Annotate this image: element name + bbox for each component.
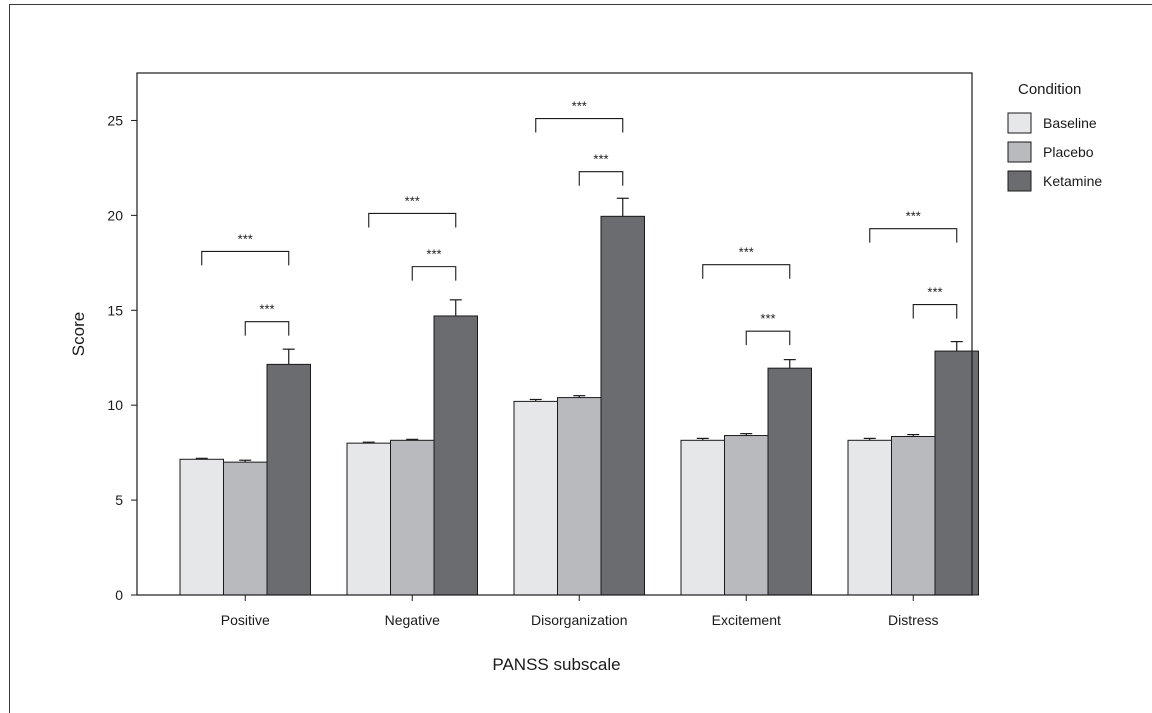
significance-label: *** bbox=[760, 311, 775, 326]
significance-label: *** bbox=[593, 152, 608, 167]
bar bbox=[891, 436, 936, 596]
legend-title: Condition bbox=[1018, 81, 1081, 98]
significance-label: *** bbox=[426, 247, 441, 262]
legend-label: Ketamine bbox=[1043, 173, 1102, 189]
significance-bracket bbox=[535, 118, 624, 133]
significance-bracket bbox=[411, 266, 457, 281]
bar bbox=[847, 439, 892, 596]
significance-label: *** bbox=[927, 285, 942, 300]
plot-area-frame bbox=[136, 72, 973, 596]
significance-label: *** bbox=[238, 231, 253, 246]
y-tick-label: 5 bbox=[115, 492, 123, 508]
significance-label: *** bbox=[906, 209, 921, 224]
bar bbox=[767, 367, 812, 596]
significance-bracket bbox=[912, 304, 958, 319]
bar bbox=[266, 363, 311, 596]
significance-bracket bbox=[368, 212, 457, 228]
legend-swatch bbox=[1007, 170, 1032, 192]
bar bbox=[724, 435, 769, 596]
y-tick-label: 0 bbox=[115, 587, 123, 603]
y-tick-label: 15 bbox=[107, 302, 123, 318]
significance-label: *** bbox=[572, 99, 587, 114]
legend-swatch bbox=[1007, 112, 1032, 134]
significance-bracket bbox=[578, 171, 624, 186]
axes-layer: 0 5 10 15 20 25 Positive Negative Disorganizatio… bbox=[107, 112, 938, 628]
legend: Condition Baseline Placebo Ketamine bbox=[1007, 81, 1102, 192]
bar bbox=[223, 461, 268, 596]
y-tick-label: 20 bbox=[107, 207, 123, 223]
x-tick-label: Disorganization bbox=[531, 612, 628, 628]
bar bbox=[557, 397, 602, 596]
significance-label: *** bbox=[405, 193, 420, 208]
significance-bracket bbox=[244, 321, 290, 336]
bar bbox=[390, 439, 435, 596]
significance-bracket bbox=[869, 228, 958, 243]
significance-bracket bbox=[745, 330, 791, 346]
bar bbox=[513, 400, 558, 596]
bar bbox=[179, 458, 224, 596]
bars-layer bbox=[179, 215, 979, 596]
bar bbox=[600, 215, 645, 596]
y-tick-label: 25 bbox=[107, 112, 123, 128]
figure-frame bbox=[9, 4, 1152, 713]
x-axis-label: PANSS subscale bbox=[492, 655, 620, 674]
significance-layer: *** *** *** *** *** *** *** *** *** *** bbox=[201, 99, 958, 346]
x-tick-label: Excitement bbox=[712, 612, 781, 628]
legend-label: Baseline bbox=[1043, 115, 1097, 131]
legend-swatch bbox=[1007, 141, 1032, 163]
significance-label: *** bbox=[259, 302, 274, 317]
significance-label: *** bbox=[739, 245, 754, 260]
y-tick-label: 10 bbox=[107, 397, 123, 413]
legend-label: Placebo bbox=[1043, 144, 1094, 160]
x-tick-label: Distress bbox=[888, 612, 939, 628]
x-tick-label: Negative bbox=[385, 612, 440, 628]
error-bars-layer bbox=[195, 197, 963, 463]
bar bbox=[346, 442, 391, 596]
y-axis-label: Score bbox=[69, 312, 88, 356]
bar bbox=[680, 439, 725, 596]
significance-bracket bbox=[702, 264, 791, 279]
bar bbox=[433, 315, 478, 596]
x-tick-label: Positive bbox=[221, 612, 270, 628]
significance-bracket bbox=[201, 250, 290, 266]
